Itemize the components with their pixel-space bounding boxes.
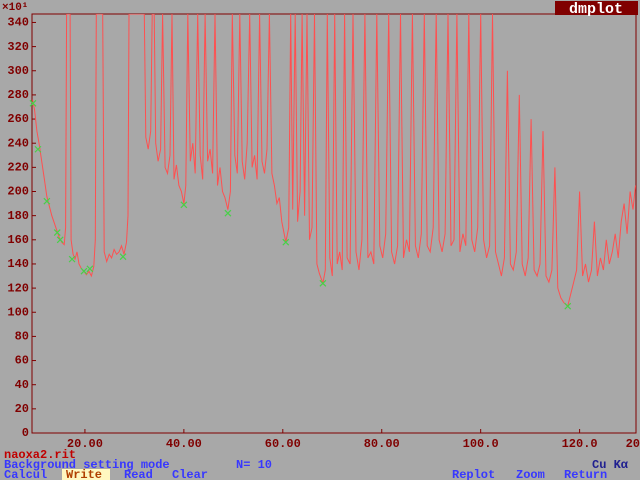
x-tick-label: 60.00	[265, 437, 301, 451]
plot-frame	[31, 13, 637, 434]
y-tick-label: 140	[7, 257, 29, 271]
background-point	[29, 99, 37, 107]
y-tick-label: 240	[7, 136, 29, 150]
y-tick-label: 60	[15, 354, 29, 368]
background-point	[68, 255, 76, 263]
plot-area: 0 20 40 60 80 100 120 140 160 180 200 220 240 260 280 3…	[7, 13, 640, 451]
y-tick-label: 260	[7, 112, 29, 126]
radiation: Cu Kα	[592, 458, 629, 472]
menu-bar: Calcul Write Read Clear Replot Zoom Return	[4, 468, 607, 480]
menu-item[interactable]: Read	[124, 468, 153, 480]
x-tick-label: 100.0	[463, 437, 499, 451]
menu-item[interactable]: Write	[66, 468, 102, 480]
y-tick-label: 320	[7, 40, 29, 54]
background-point	[34, 145, 42, 153]
spectrum-line	[32, 14, 636, 308]
background-point	[180, 201, 188, 209]
background-point	[224, 209, 232, 217]
background-point	[119, 253, 127, 261]
mode-label: Background setting mode	[4, 458, 170, 472]
background-point	[80, 267, 88, 275]
menu-item[interactable]: Calcul	[4, 468, 47, 480]
background-point	[56, 236, 64, 244]
y-tick-label: 0	[22, 426, 29, 440]
y-tick-label: 300	[7, 64, 29, 78]
chart-title: dmplot	[569, 1, 623, 18]
y-tick-label: 20	[15, 402, 29, 416]
background-point	[53, 229, 61, 236]
menu-item[interactable]: Clear	[172, 468, 208, 480]
x-tick-label: 40.00	[166, 437, 202, 451]
x-tick-label: 80.00	[364, 437, 400, 451]
y-tick-label: 160	[7, 233, 29, 247]
file-name: naoxa2.rit	[4, 448, 76, 462]
y-axis-scale: ×10¹	[2, 2, 28, 14]
y-tick-label: 220	[7, 161, 29, 175]
background-point	[282, 238, 290, 246]
menu-highlight	[62, 469, 110, 480]
x-tick-label: 120.0	[562, 437, 598, 451]
y-tick-label: 200	[7, 185, 29, 199]
x-tick-label: 20.00	[67, 437, 103, 451]
y-tick-label: 280	[7, 88, 29, 102]
y-tick-label: 120	[7, 281, 29, 295]
background-point	[86, 265, 94, 273]
background-point	[319, 279, 327, 287]
y-tick-label: 340	[7, 16, 29, 30]
y-tick-label: 80	[15, 330, 29, 344]
background-point	[43, 197, 51, 205]
y-tick-label: 180	[7, 209, 29, 223]
x-edge-label: 20	[626, 437, 640, 451]
menu-item[interactable]: Zoom	[516, 468, 545, 480]
y-tick-label: 40	[15, 378, 29, 392]
y-tick-label: 100	[7, 305, 29, 319]
point-count: N= 10	[236, 458, 272, 472]
title-box	[555, 1, 638, 15]
background-point	[564, 302, 572, 310]
menu-item[interactable]: Return	[564, 468, 607, 480]
menu-item[interactable]: Replot	[452, 468, 495, 480]
